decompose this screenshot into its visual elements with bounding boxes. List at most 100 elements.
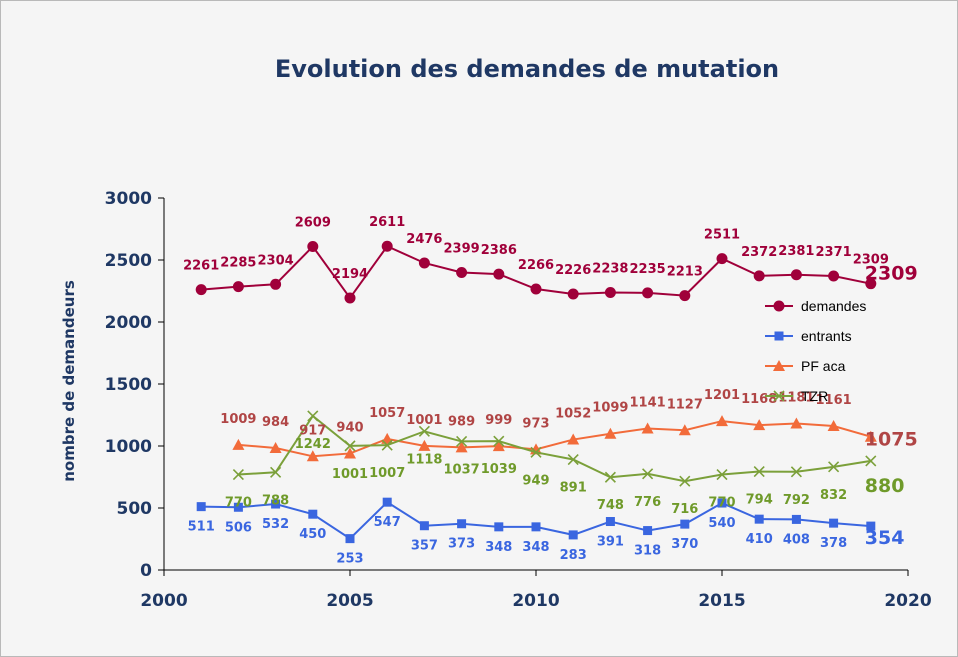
demandes-point <box>456 267 468 279</box>
x-tick-label: 2010 <box>512 591 559 611</box>
tzr-line <box>238 414 871 483</box>
pf-aca-data-label: 940 <box>336 420 363 435</box>
demandes-data-label: 2261 <box>183 259 219 274</box>
pf-aca-point <box>864 430 877 442</box>
entrants-data-label: 532 <box>262 517 289 532</box>
pf-aca-point <box>306 450 319 462</box>
pf-aca-data-label: 1001 <box>406 413 442 428</box>
x-tick-label: 2020 <box>884 591 931 611</box>
pf-aca-point <box>418 439 431 451</box>
tzr-point <box>418 425 430 437</box>
demandes-point <box>642 287 654 299</box>
pf-aca-point <box>604 427 617 439</box>
entrants-point <box>233 502 243 512</box>
tzr-data-label: 1242 <box>295 437 331 452</box>
demandes-point <box>493 268 505 280</box>
pf-aca-point <box>232 438 245 450</box>
tzr-data-label: 1118 <box>406 452 442 467</box>
tzr-point <box>232 468 244 481</box>
entrants-point <box>494 522 504 532</box>
demandes-data-label: 2511 <box>704 228 740 243</box>
demandes-data-label: 2194 <box>332 267 368 282</box>
demandes-data-label: 2235 <box>630 262 666 277</box>
entrants-point <box>345 534 355 544</box>
demandes-data-label: 2226 <box>555 263 591 278</box>
pf-aca-data-label: 999 <box>485 413 512 428</box>
demandes-point <box>790 269 802 281</box>
demandes-data-label: 2285 <box>220 256 256 271</box>
demandes-point <box>418 257 430 269</box>
pf-aca-data-label: 989 <box>448 414 475 429</box>
tzr-point <box>865 455 877 467</box>
pf-aca-data-label: 973 <box>522 416 549 431</box>
entrants-data-label: 450 <box>299 527 326 542</box>
pf-aca-point <box>455 441 468 453</box>
pf-aca-data-label: 1052 <box>555 407 591 422</box>
pf-aca-data-label: 1141 <box>630 396 666 411</box>
demandes-point <box>679 290 691 302</box>
tzr-point <box>828 461 840 473</box>
entrants-data-label: 253 <box>336 552 363 567</box>
entrants-point <box>643 526 653 536</box>
tzr-point <box>530 446 542 458</box>
demandes-data-label: 2309 <box>853 253 889 268</box>
pf-aca-point <box>753 419 766 431</box>
tzr-data-label: 1001 <box>332 467 368 482</box>
legend-marker-demandes <box>773 300 785 312</box>
pf-aca-data-label: 1161 <box>816 393 852 408</box>
tzr-data-label: 788 <box>262 493 289 508</box>
tzr-data-label: 792 <box>783 493 810 508</box>
y-tick-label: 2000 <box>105 313 152 333</box>
legend-label-tzr: TZR <box>801 388 828 404</box>
entrants-data-label: 318 <box>634 544 661 559</box>
demandes-data-label: 2372 <box>741 245 777 260</box>
y-tick-label: 0 <box>140 561 152 581</box>
pf-aca-point <box>790 417 803 429</box>
entrants-data-label: 348 <box>485 540 512 555</box>
entrants-last-label: 354 <box>865 527 905 549</box>
tzr-data-label: 1037 <box>444 462 480 477</box>
demandes-point <box>716 253 728 265</box>
x-tick-label: 2015 <box>698 591 745 611</box>
demandes-data-label: 2238 <box>592 261 628 276</box>
entrants-data-label: 357 <box>411 539 438 554</box>
entrants-data-label: 391 <box>597 535 624 550</box>
y-tick-label: 3000 <box>105 189 152 209</box>
tzr-point <box>716 468 728 481</box>
pf-aca-point <box>641 422 654 434</box>
tzr-point <box>790 466 802 478</box>
entrants-point <box>457 519 467 529</box>
legend-label-demandes: demandes <box>801 298 866 314</box>
pf-aca-data-label: 1201 <box>704 388 740 403</box>
entrants-data-label: 378 <box>820 536 847 551</box>
entrants-point <box>605 517 615 527</box>
demandes-point <box>232 281 244 293</box>
demandes-point <box>270 278 282 290</box>
demandes-point <box>195 284 207 296</box>
pf-aca-point <box>381 432 394 444</box>
entrants-data-label: 408 <box>783 532 810 547</box>
chart-title: Evolution des demandes de mutation <box>275 55 779 83</box>
tzr-data-label: 832 <box>820 488 847 503</box>
entrants-point <box>717 498 727 508</box>
demandes-data-label: 2609 <box>295 215 331 230</box>
entrants-point <box>531 522 541 532</box>
tzr-point <box>753 465 765 478</box>
demandes-data-label: 2476 <box>406 232 442 247</box>
entrants-point <box>419 521 429 531</box>
tzr-point <box>493 435 505 447</box>
entrants-point <box>271 499 281 509</box>
demandes-data-label: 2399 <box>444 242 480 257</box>
demandes-point <box>381 240 393 252</box>
entrants-point <box>680 519 690 529</box>
tzr-point <box>344 440 356 452</box>
tzr-data-label: 748 <box>597 498 624 513</box>
tzr-point <box>270 466 282 478</box>
pf-aca-point <box>344 447 356 459</box>
entrants-point <box>791 514 801 524</box>
pf-aca-data-label: 1127 <box>667 397 703 412</box>
pf-aca-point <box>269 441 282 453</box>
pf-aca-data-label: 1009 <box>220 412 256 427</box>
